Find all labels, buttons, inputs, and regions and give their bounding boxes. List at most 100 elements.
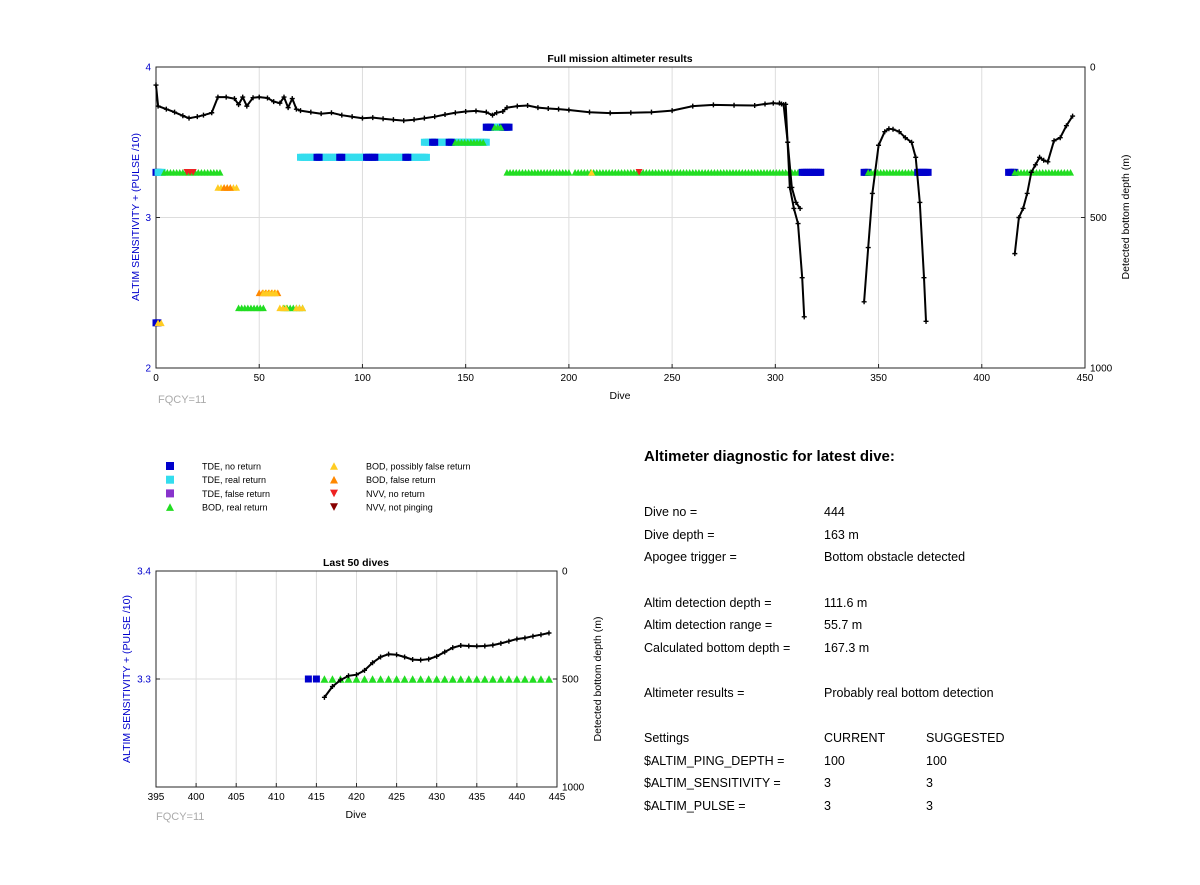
setting-current: 3 [824,776,831,791]
settings-label: Settings [644,731,690,746]
marker-bod-possibly-false [588,169,596,176]
depth-point [500,109,506,115]
legend-marker-tde-false-return [166,489,174,498]
depth-point [421,115,427,121]
depth-point [240,94,246,100]
depth-point [466,643,472,649]
marker-bod-real-return [320,675,329,683]
legend-item: NVV, no return [330,489,425,499]
depth-point [354,672,359,678]
depth-point [917,199,923,205]
last-x-tick-label: 440 [509,792,526,803]
setting-suggested: 3 [926,776,933,791]
depth-point [321,694,327,700]
marker-bod-possibly-false [157,319,165,327]
marker-bod-real-return [432,675,441,683]
depth-point [215,94,221,100]
depth-point [410,657,416,663]
main-chart-title: Full mission altimeter results [547,53,692,65]
results-value: Probably real bottom detection [824,686,994,701]
depth-point [180,113,186,119]
full-mission-chart: 0 50 100 150 200 250 300 350 400 450 2 3 4 1000 500 0… [130,53,1132,406]
depth-point [556,106,562,112]
last-x-tick-label: 400 [188,792,205,803]
last-x-tick-label: 445 [549,792,566,803]
depth-point [896,129,902,135]
last-x-tick-label: 425 [388,792,405,803]
depth-point [402,654,408,660]
main-y2-tick-label: 1000 [1090,364,1113,375]
legend-label: TDE, no return [202,462,261,472]
depth-point [236,102,242,108]
depth-point [498,640,504,646]
legend-item: TDE, no return [166,462,261,472]
marker-bod-real-return [259,304,267,312]
depth-point [1057,135,1063,141]
apogee-row: Apogee trigger = Bottom obstacle detecte… [644,546,1164,569]
calculated-depth-row: Calculated bottom depth = 167.3 m [644,637,1164,660]
marker-bod-real-return [480,675,489,683]
depth-point [209,110,215,116]
legend-item: NVV, not pinging [330,503,433,513]
marker-bod-real-return [496,675,505,683]
setting-row: $ALTIM_PING_DEPTH = 100 100 [644,750,1164,773]
legend-marker-nvv-not-pinging [330,503,338,511]
last-x-axis-label: Dive [345,809,366,821]
marker-bod-real-return [544,675,553,683]
depth-point [370,660,376,666]
results-row: Altimeter results = Probably real bottom… [644,682,1164,705]
marker-bod-real-return [488,675,497,683]
marker-tde-no-return [486,123,494,131]
depth-point [490,112,496,118]
last-y-axis-label: ALTIM SENSITIVITY + (PULSE /10) [121,595,133,763]
legend-label: BOD, real return [202,503,268,513]
marker-bod-real-return [472,675,481,683]
depth-point [762,101,768,107]
depth-point [1037,154,1043,160]
depth-point [890,126,896,132]
depth-point [474,643,480,649]
depth-point [394,652,400,658]
depth-point [418,657,424,663]
depth-point [153,82,159,88]
legend-label: BOD, possibly false return [366,462,471,472]
depth-point [494,110,500,116]
depth-point [607,110,613,116]
marker-tde-no-return [447,138,455,146]
marker-bod-possibly-false [299,304,307,312]
marker-bod-possibly-false [233,184,241,191]
marker-tde-no-return [312,675,320,683]
detection-depth-row: Altim detection depth = 111.6 m [644,591,1164,614]
suggested-label: SUGGESTED [926,731,1005,746]
marker-bod-real-return [400,675,409,683]
depth-point [861,299,867,305]
marker-bod-real-return [440,675,449,683]
setting-name: $ALTIM_PULSE = [644,799,746,814]
depth-point [401,118,407,124]
setting-current: 3 [824,799,831,814]
depth-point [264,95,270,101]
depth-point [535,105,541,111]
last-chart-title: Last 50 dives [323,557,389,569]
marker-bod-real-return [416,675,425,683]
legend-marker-bod-real-return [166,503,174,511]
depth-point [442,649,448,655]
detection-range-value: 55.7 m [824,618,863,633]
depth-point [1032,162,1038,168]
legend-marker-bod-false-return [330,475,338,484]
depth-point [546,630,552,636]
depth-point [378,654,384,660]
depth-point [710,102,716,108]
main-x-tick-label: 100 [354,373,371,384]
last-x-tick-label: 430 [428,792,445,803]
depth-point [450,645,456,651]
depth-point [1045,159,1051,165]
marker-bod-real-return [536,675,545,683]
bottom-depth-line [1013,115,1074,254]
depth-point [525,103,531,109]
depth-point [337,677,343,683]
main-x-axis-label: Dive [609,390,630,402]
depth-point [250,95,256,101]
marker-bod-real-return [1067,169,1075,176]
marker-nvv-no-return [189,169,197,176]
